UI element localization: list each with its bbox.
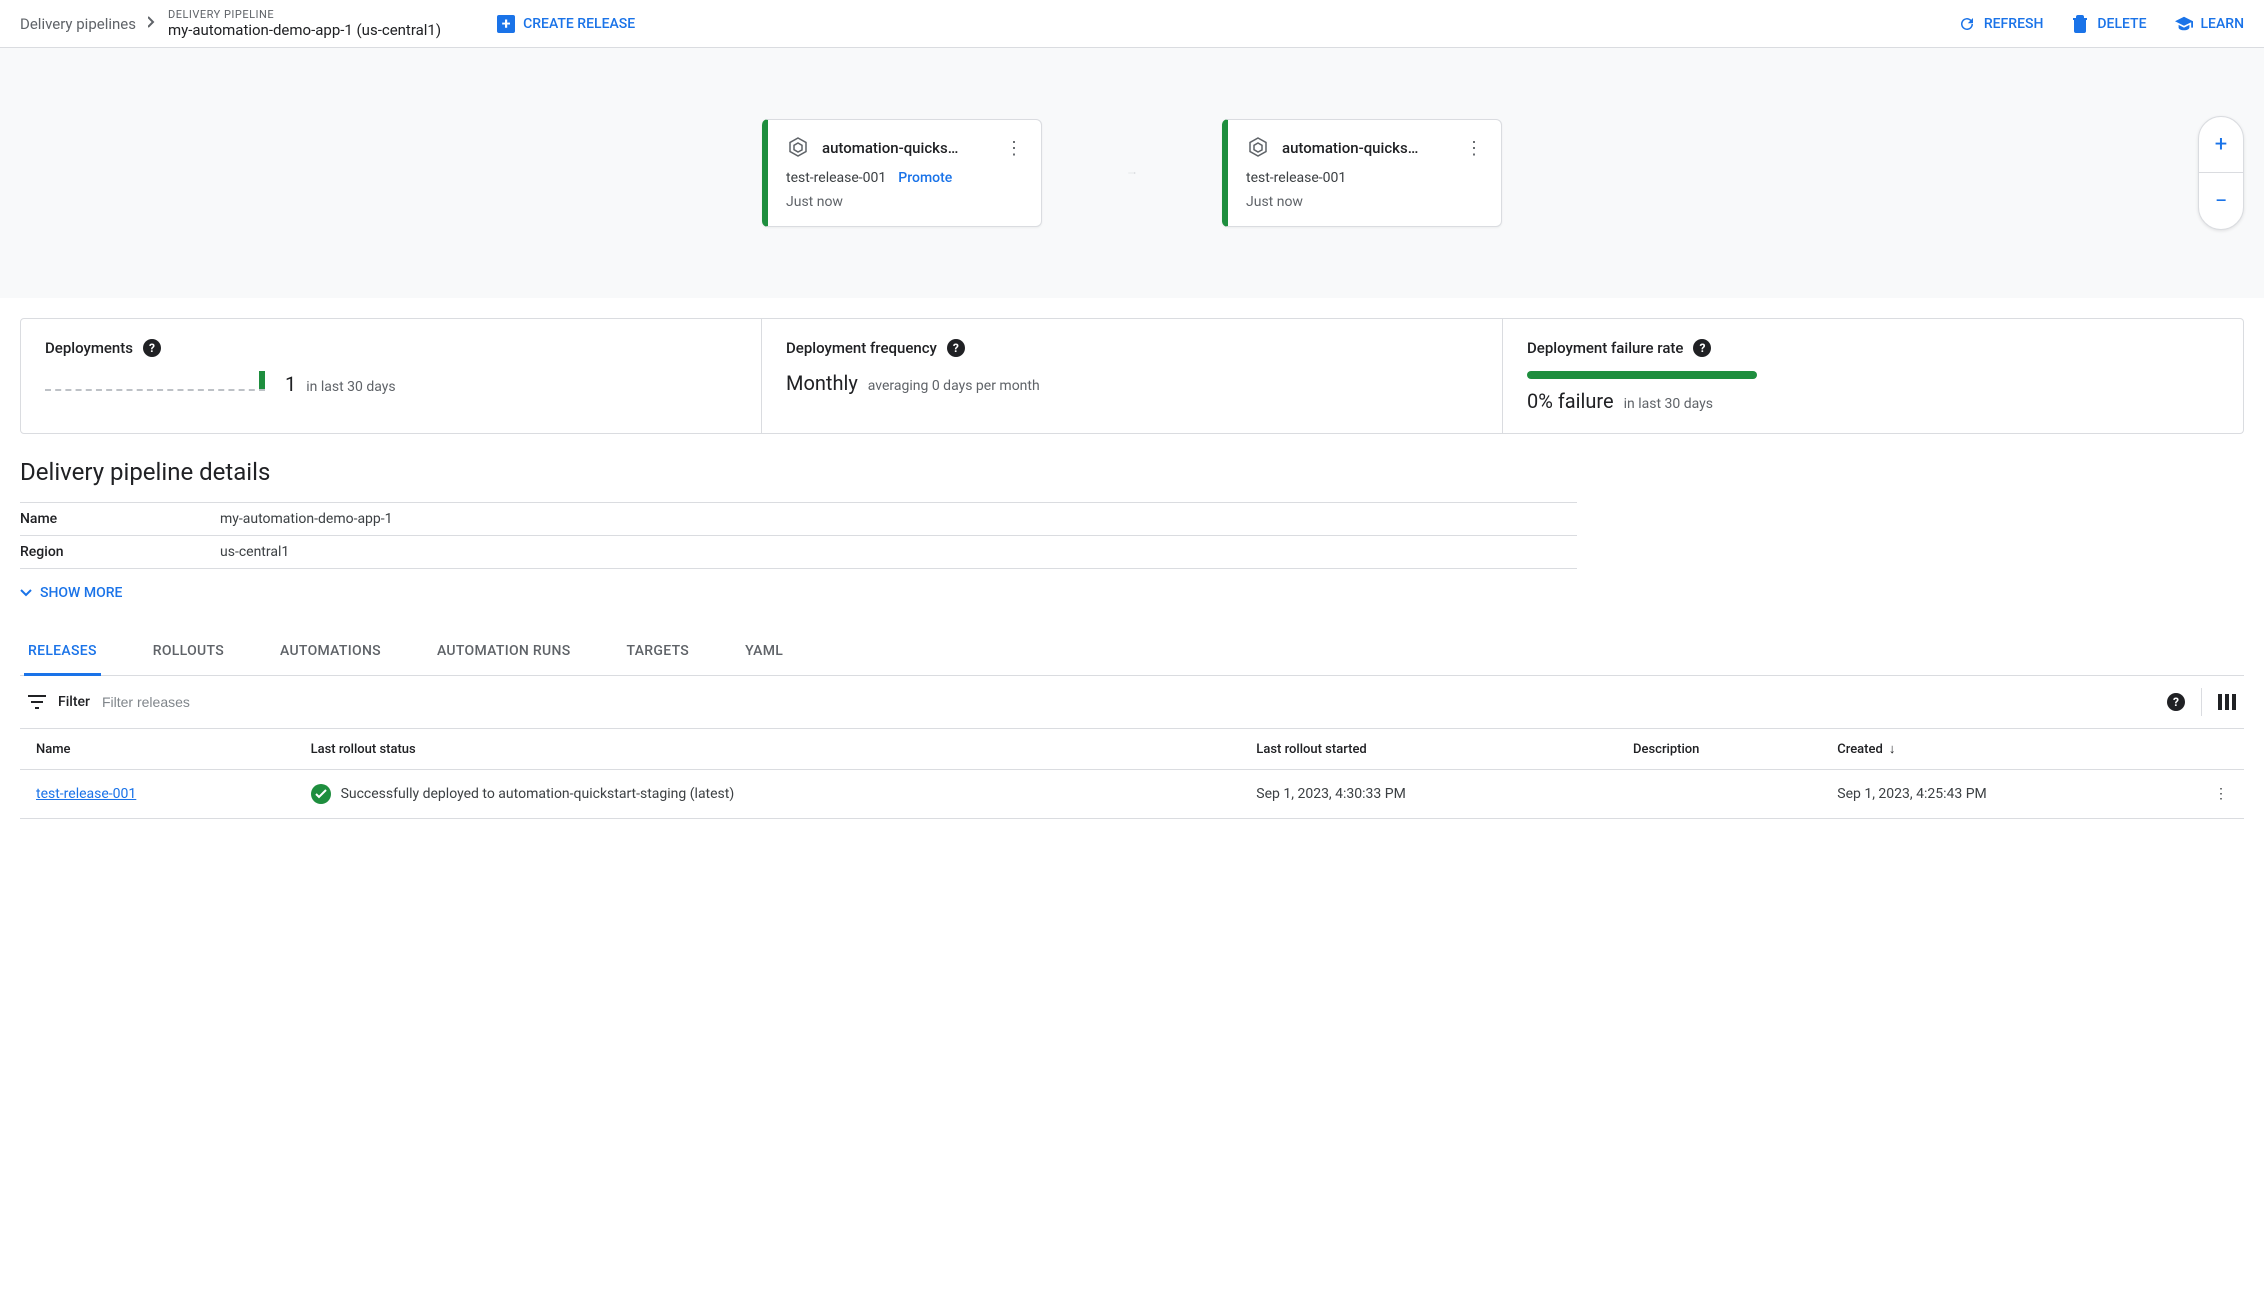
tab-yaml[interactable]: YAML (741, 629, 787, 675)
metric-sub: in last 30 days (1624, 396, 1713, 412)
learn-icon (2175, 15, 2193, 33)
details-label: Name (20, 511, 220, 527)
metric-title: Deployment frequency (786, 339, 937, 357)
breadcrumb: Delivery pipelines DELIVERY PIPELINE my-… (20, 8, 441, 39)
stage-time: Just now (1246, 194, 1483, 210)
deployments-metric: Deployments ? 1 in last 30 days (21, 319, 762, 433)
stage-title: automation-quicks… (1282, 139, 1453, 157)
plus-icon: + (497, 15, 515, 33)
metrics-panel: Deployments ? 1 in last 30 days Deployme… (20, 318, 2244, 434)
stage-card[interactable]: automation-quicks… ⋮ test-release-001 Pr… (762, 119, 1042, 227)
breadcrumb-current: DELIVERY PIPELINE my-automation-demo-app… (168, 8, 441, 39)
refresh-label: REFRESH (1984, 16, 2044, 32)
refresh-button[interactable]: REFRESH (1958, 15, 2044, 33)
zoom-out-button[interactable]: − (2199, 173, 2243, 229)
more-vert-icon[interactable]: ⋮ (1005, 138, 1023, 159)
failure-metric: Deployment failure rate ? 0% failure in … (1503, 319, 2243, 433)
filter-bar: Filter ? (20, 676, 2244, 728)
metric-value: 1 (285, 372, 296, 396)
delete-label: DELETE (2097, 16, 2146, 32)
col-started[interactable]: Last rollout started (1240, 729, 1617, 770)
page-title: my-automation-demo-app-1 (us-central1) (168, 21, 441, 39)
col-description[interactable]: Description (1617, 729, 1821, 770)
filter-input[interactable] (102, 694, 2155, 710)
col-status[interactable]: Last rollout status (295, 729, 1241, 770)
zoom-controls: + − (2198, 116, 2244, 230)
learn-button[interactable]: LEARN (2175, 15, 2245, 33)
header-actions: REFRESH DELETE LEARN (1958, 15, 2244, 33)
sparkline (45, 371, 265, 391)
breadcrumb-parent[interactable]: Delivery pipelines (20, 15, 136, 33)
stage-title: automation-quicks… (822, 139, 993, 157)
help-icon[interactable]: ? (143, 339, 161, 357)
stage-release-name: test-release-001 (1246, 170, 1346, 186)
tabs: RELEASES ROLLOUTS AUTOMATIONS AUTOMATION… (20, 629, 2244, 676)
failure-bar (1527, 371, 1757, 379)
sort-down-icon: ↓ (1889, 742, 1896, 757)
help-icon[interactable]: ? (947, 339, 965, 357)
breadcrumb-label: DELIVERY PIPELINE (168, 8, 441, 21)
chevron-down-icon (20, 589, 32, 597)
tab-rollouts[interactable]: ROLLOUTS (149, 629, 228, 675)
tab-releases[interactable]: RELEASES (24, 629, 101, 676)
stage-card[interactable]: automation-quicks… ⋮ test-release-001 Ju… (1222, 119, 1502, 227)
divider (2201, 688, 2202, 716)
description-cell (1617, 770, 1821, 819)
details-label: Region (20, 544, 220, 560)
details-row: Name my-automation-demo-app-1 (20, 502, 1577, 536)
create-release-button[interactable]: + CREATE RELEASE (497, 15, 635, 33)
metric-title: Deployment failure rate (1527, 339, 1683, 357)
more-vert-icon[interactable]: ⋮ (1465, 138, 1483, 159)
create-release-label: CREATE RELEASE (523, 16, 635, 32)
chevron-right-icon (148, 16, 156, 32)
started-cell: Sep 1, 2023, 4:30:33 PM (1240, 770, 1617, 819)
show-more-label: SHOW MORE (40, 585, 122, 601)
releases-table: Name Last rollout status Last rollout st… (20, 728, 2244, 819)
metric-sub: in last 30 days (306, 379, 395, 395)
details-row: Region us-central1 (20, 536, 1577, 569)
refresh-icon (1958, 15, 1976, 33)
col-name[interactable]: Name (20, 729, 295, 770)
col-created[interactable]: Created↓ (1821, 729, 2198, 770)
created-cell: Sep 1, 2023, 4:25:43 PM (1821, 770, 2198, 819)
details-title: Delivery pipeline details (20, 458, 2244, 486)
arrow-icon (1102, 172, 1162, 174)
target-icon (786, 136, 810, 160)
frequency-metric: Deployment frequency ? Monthly averaging… (762, 319, 1503, 433)
status-text: Successfully deployed to automation-quic… (341, 786, 735, 802)
help-icon[interactable]: ? (1693, 339, 1711, 357)
more-vert-icon[interactable]: ⋮ (2198, 770, 2244, 819)
metric-sub: averaging 0 days per month (868, 378, 1040, 394)
columns-icon[interactable] (2218, 694, 2236, 710)
page-header: Delivery pipelines DELIVERY PIPELINE my-… (0, 0, 2264, 48)
release-link[interactable]: test-release-001 (36, 786, 136, 802)
tab-targets[interactable]: TARGETS (623, 629, 694, 675)
pipeline-canvas: automation-quicks… ⋮ test-release-001 Pr… (0, 48, 2264, 298)
trash-icon (2071, 15, 2089, 33)
show-more-button[interactable]: SHOW MORE (20, 585, 2244, 601)
details-value: us-central1 (220, 544, 289, 560)
stage-time: Just now (786, 194, 1023, 210)
help-icon[interactable]: ? (2167, 693, 2185, 711)
stage-release-name: test-release-001 (786, 170, 886, 186)
learn-label: LEARN (2201, 16, 2245, 32)
metric-value: Monthly (786, 371, 858, 395)
tab-automation-runs[interactable]: AUTOMATION RUNS (433, 629, 575, 675)
filter-icon (28, 695, 46, 709)
metric-title: Deployments (45, 339, 133, 357)
tab-automations[interactable]: AUTOMATIONS (276, 629, 385, 675)
delete-button[interactable]: DELETE (2071, 15, 2146, 33)
target-icon (1246, 136, 1270, 160)
table-row: test-release-001 Successfully deployed t… (20, 770, 2244, 819)
details-value: my-automation-demo-app-1 (220, 511, 393, 527)
zoom-in-button[interactable]: + (2199, 117, 2243, 173)
filter-label: Filter (58, 694, 90, 710)
promote-link[interactable]: Promote (898, 170, 952, 186)
details-table: Name my-automation-demo-app-1 Region us-… (20, 502, 1577, 569)
metric-value: 0% failure (1527, 389, 1614, 413)
details-section: Delivery pipeline details Name my-automa… (0, 458, 2264, 839)
check-icon (311, 784, 331, 804)
